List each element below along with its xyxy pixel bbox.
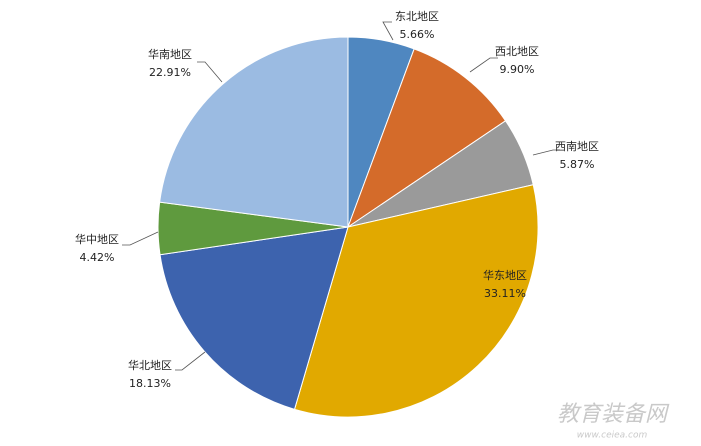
slice-value-label: 5.66% [400,28,435,41]
pie-slice [159,36,349,228]
slice-category-label: 华北地区 [128,358,172,372]
leader-line [382,21,394,41]
slice-value-label: 18.13% [129,377,171,390]
slice-value-label: 5.87% [560,158,595,171]
slice-category-label: 华东地区 [483,268,527,282]
slice-value-label: 9.90% [500,63,535,76]
slice-category-label: 华中地区 [75,232,119,246]
slice-category-label: 西南地区 [555,140,599,153]
slice-category-label: 东北地区 [395,10,439,23]
slice-value-label: 22.91% [149,66,191,79]
pie-slice [293,184,539,418]
watermark-url: www.ceiea.com [577,431,648,441]
slice-category-label: 西北地区 [495,45,539,58]
leader-line [532,149,560,156]
leader-line [197,61,223,83]
slice-value-label: 33.11% [484,287,526,300]
watermark: 教育装备网 [557,402,670,427]
slice-category-label: 华南地区 [148,47,192,61]
pie-slice [346,48,507,229]
leader-line [122,231,159,246]
leader-line [175,351,206,371]
slice-value-label: 4.42% [80,251,115,264]
leader-line [469,57,498,73]
pie-slice [159,226,349,410]
